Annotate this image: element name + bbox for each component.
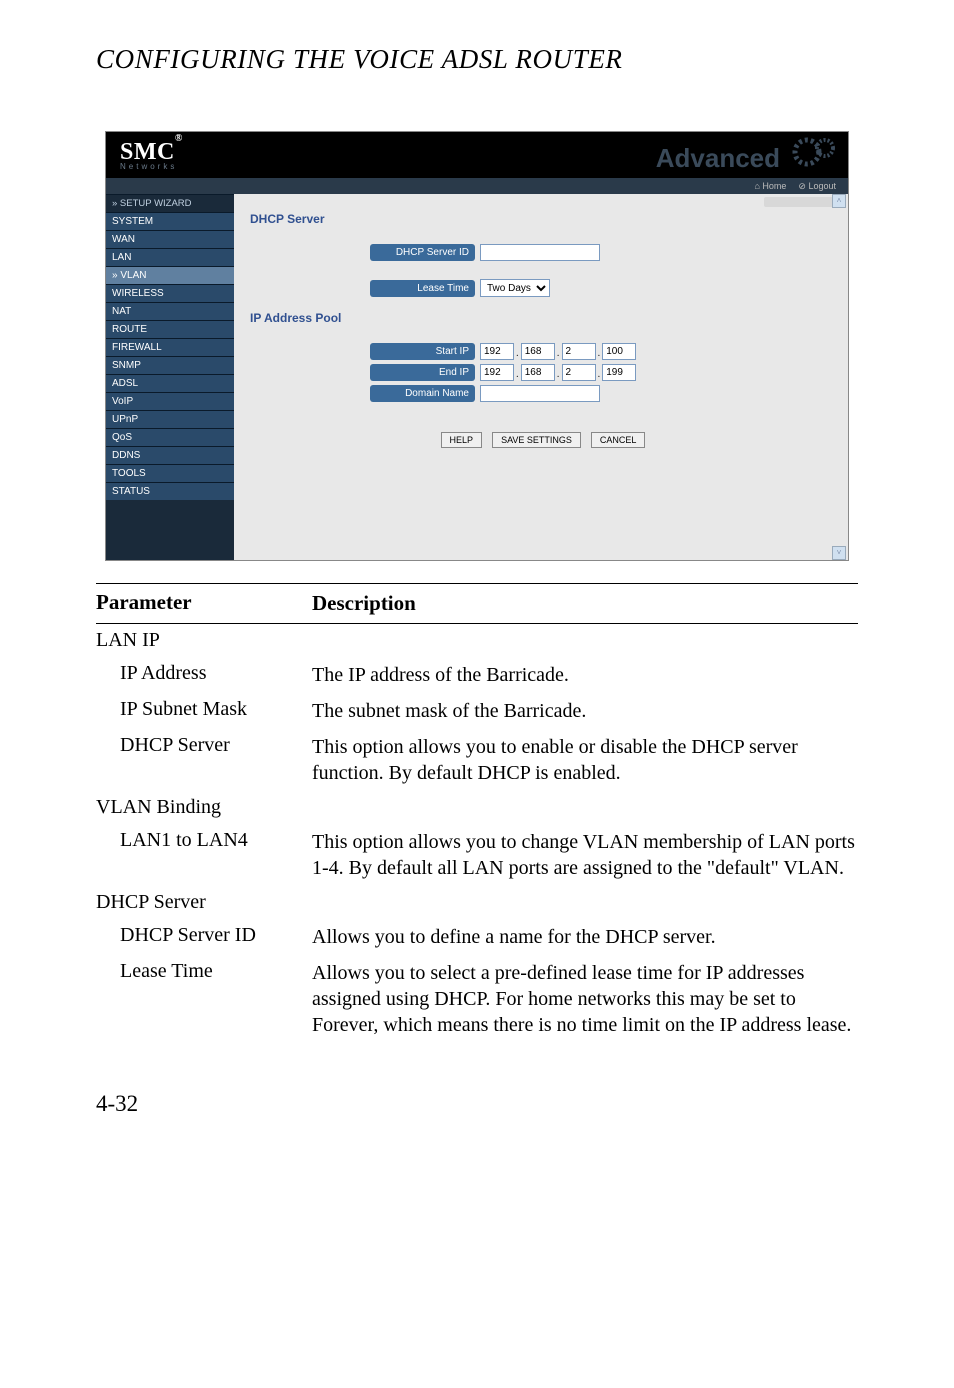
server-id-row: DHCP Server ID — [370, 244, 836, 261]
ip-pool-heading: IP Address Pool — [250, 311, 836, 325]
page-number: 4-32 — [96, 1091, 858, 1117]
parameter-table: Parameter Description LAN IPIP AddressTh… — [96, 583, 858, 1043]
table-cell-parameter: LAN1 to LAN4 — [96, 829, 312, 881]
table-row: DHCP ServerThis option allows you to ena… — [96, 729, 858, 791]
sidebar-item-firewall[interactable]: FIREWALL — [106, 338, 234, 356]
sidebar-item-status[interactable]: STATUS — [106, 482, 234, 500]
table-body: LAN IP IP AddressThe IP address of the Ba… — [96, 624, 858, 1043]
logo-subtext: Networks — [120, 162, 183, 171]
lease-time-select[interactable]: Two Days — [480, 279, 550, 297]
table-cell-parameter: DHCP Server — [96, 734, 312, 786]
sidebar-item-vlan[interactable]: » VLAN — [106, 266, 234, 284]
table-cell-description: This option allows you to enable or disa… — [312, 734, 858, 786]
dhcp-server-heading: DHCP Server — [250, 212, 836, 226]
start-ip-row: Start IP . . . — [370, 343, 836, 360]
sidebar-item-qos[interactable]: QoS — [106, 428, 234, 446]
sidebar-item-snmp[interactable]: SNMP — [106, 356, 234, 374]
gear-icon — [790, 137, 838, 174]
table-cell-description — [312, 891, 858, 914]
table-cell-description — [312, 629, 858, 652]
screenshot-topbar: ⌂ Home ⊘ Logout — [106, 178, 848, 194]
logo-text: SMC — [120, 139, 175, 165]
cancel-button[interactable]: CANCEL — [591, 432, 646, 448]
table-cell-parameter: DHCP Server ID — [96, 924, 312, 950]
advanced-title: Advanced — [656, 137, 838, 174]
sidebar-item-route[interactable]: ROUTE — [106, 320, 234, 338]
start-ip-4[interactable] — [602, 343, 636, 360]
table-cell-parameter: IP Subnet Mask — [96, 698, 312, 724]
sidebar-item-wireless[interactable]: WIRELESS — [106, 284, 234, 302]
start-ip-3[interactable] — [562, 343, 596, 360]
table-cell-description: The subnet mask of the Barricade. — [312, 698, 858, 724]
end-ip-3[interactable] — [562, 364, 596, 381]
end-ip-label: End IP — [370, 364, 475, 381]
domain-name-input[interactable] — [480, 385, 600, 402]
table-cell-description — [312, 796, 858, 819]
sidebar-item-lan[interactable]: LAN — [106, 248, 234, 266]
logout-link[interactable]: ⊘ Logout — [798, 181, 836, 192]
sidebar-item-voip[interactable]: VoIP — [106, 392, 234, 410]
sidebar-item-nat[interactable]: NAT — [106, 302, 234, 320]
sidebar-item-system[interactable]: SYSTEM — [106, 212, 234, 230]
sidebar-item-adsl[interactable]: ADSL — [106, 374, 234, 392]
end-ip-1[interactable] — [480, 364, 514, 381]
header-parameter: Parameter — [96, 590, 312, 617]
table-cell-parameter: VLAN Binding — [96, 796, 312, 819]
table-row: Lease TimeAllows you to select a pre-def… — [96, 955, 858, 1043]
table-row: IP AddressThe IP address of the Barricad… — [96, 657, 858, 693]
home-link[interactable]: ⌂ Home — [754, 181, 786, 191]
sidebar-item-tools[interactable]: TOOLS — [106, 464, 234, 482]
table-cell-parameter: LAN IP — [96, 629, 312, 652]
end-ip-4[interactable] — [602, 364, 636, 381]
end-ip-2[interactable] — [521, 364, 555, 381]
help-button[interactable]: HELP — [441, 432, 483, 448]
start-ip-1[interactable] — [480, 343, 514, 360]
table-row: IP Subnet MaskThe subnet mask of the Bar… — [96, 693, 858, 729]
table-cell-description: Allows you to define a name for the DHCP… — [312, 924, 858, 950]
start-ip-label: Start IP — [370, 343, 475, 360]
lease-time-label: Lease Time — [370, 280, 475, 297]
table-row: DHCP Server IDAllows you to define a nam… — [96, 919, 858, 955]
table-cell-parameter: DHCP Server — [96, 891, 312, 914]
screenshot-main: ˄ DHCP Server DHCP Server ID Lease Time … — [234, 194, 848, 560]
table-cell-description: Allows you to select a pre-defined lease… — [312, 960, 858, 1038]
table-row: LAN IP — [96, 624, 858, 657]
swoosh-decoration — [764, 197, 834, 207]
table-row: DHCP Server — [96, 886, 858, 919]
table-cell-description: This option allows you to change VLAN me… — [312, 829, 858, 881]
table-row: VLAN Binding — [96, 791, 858, 824]
table-header: Parameter Description — [96, 583, 858, 624]
server-id-label: DHCP Server ID — [370, 244, 475, 261]
chapter-title: CONFIGURING THE VOICE ADSL ROUTER — [96, 44, 858, 75]
scroll-down-icon[interactable]: ˅ — [832, 546, 846, 560]
sidebar-setup-wizard[interactable]: » SETUP WIZARD — [106, 194, 234, 212]
start-ip-2[interactable] — [521, 343, 555, 360]
sidebar-item-wan[interactable]: WAN — [106, 230, 234, 248]
sidebar-item-upnp[interactable]: UPnP — [106, 410, 234, 428]
table-cell-parameter: IP Address — [96, 662, 312, 688]
header-description: Description — [312, 590, 858, 617]
lease-time-row: Lease Time Two Days — [370, 279, 836, 297]
advanced-text: Advanced — [656, 143, 780, 174]
save-settings-button[interactable]: SAVE SETTINGS — [492, 432, 581, 448]
screenshot-sidebar: » SETUP WIZARD SYSTEM WAN LAN » VLAN WIR… — [106, 194, 234, 560]
domain-name-row: Domain Name — [370, 385, 836, 402]
screenshot-body: » SETUP WIZARD SYSTEM WAN LAN » VLAN WIR… — [106, 194, 848, 560]
smc-logo: SMC® Networks — [120, 140, 183, 171]
server-id-input[interactable] — [480, 244, 600, 261]
sidebar-item-ddns[interactable]: DDNS — [106, 446, 234, 464]
domain-name-label: Domain Name — [370, 385, 475, 402]
screenshot-header: SMC® Networks Advanced — [106, 132, 848, 178]
button-row: HELP SAVE SETTINGS CANCEL — [250, 430, 836, 448]
table-cell-parameter: Lease Time — [96, 960, 312, 1038]
logo-reg: ® — [175, 133, 183, 144]
table-row: LAN1 to LAN4This option allows you to ch… — [96, 824, 858, 886]
end-ip-row: End IP . . . — [370, 364, 836, 381]
table-cell-description: The IP address of the Barricade. — [312, 662, 858, 688]
router-screenshot: SMC® Networks Advanced ⌂ Home ⊘ Logout »… — [105, 131, 849, 561]
scroll-up-icon[interactable]: ˄ — [832, 194, 846, 208]
